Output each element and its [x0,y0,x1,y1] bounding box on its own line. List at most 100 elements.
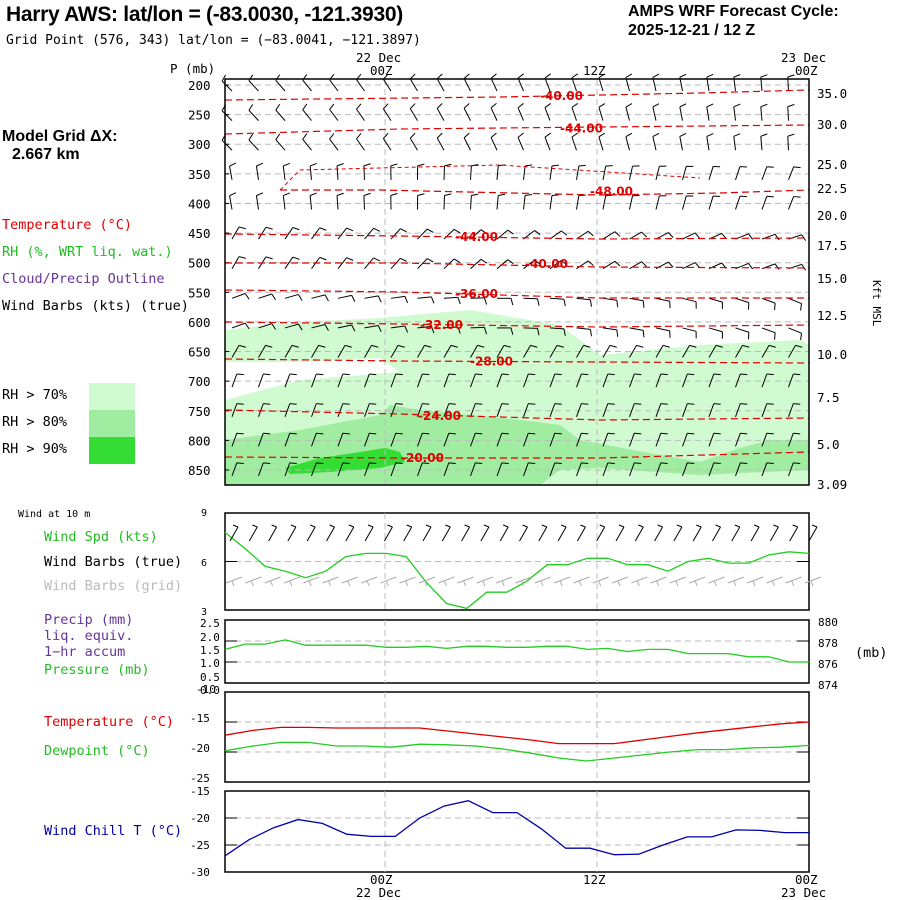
wind-barb-flag [634,432,642,435]
wind-barb-staff [311,227,321,240]
wind-barb-flag [263,403,271,405]
wind-barb [679,132,687,151]
wind-barb [258,226,273,240]
wind-barb-staff [337,433,344,447]
wind-barb-flag [404,325,409,333]
wind-barb [490,132,498,151]
wind-barb-staff [629,403,635,417]
wind-barb [463,132,471,151]
pressure-tick-label: 874 [818,679,838,692]
wind-barb-flag [687,403,695,405]
wind-barb-staff [443,296,459,299]
wind-barb-staff [760,136,763,151]
wind-barb [364,462,377,477]
wind-barb [733,133,741,151]
wind-barb [255,162,264,180]
wind-barb [760,74,768,92]
wind-barb-flag [528,432,536,435]
wind-barb-staff [363,195,365,210]
wind-barb-staff [629,433,635,447]
wind-barb-staff [417,433,423,447]
wind-barb [470,297,488,305]
wind-barb-staff [602,166,607,180]
wind-barb [576,373,589,388]
wind-barb [282,192,290,210]
grid-wind-barb [515,576,532,587]
grid-wind-barb-flag [231,580,235,587]
grid-wind-barb [804,576,822,587]
wind-barb-flag [448,432,456,435]
surface-wind-barb [461,524,471,542]
wind-barb [652,132,660,151]
wind-barb [523,297,540,306]
wind-barb [248,104,259,121]
wind-barb-staff [463,137,471,151]
surface-wind-barb-flag [252,524,258,528]
wind-barb-flag [768,344,776,348]
grid-wind-barb-staff [631,576,648,584]
legend-precip-liq: liq. equiv. [44,628,134,644]
wind-barb-flag [490,103,497,109]
temperature-contour-label: -44.00 [455,230,498,244]
wind-barb-flag [589,329,593,337]
wind-barb-flag [534,259,541,265]
wind-barb-staff [221,139,233,151]
wind-barb [625,103,633,121]
grid-wind-barb-staff [360,576,378,584]
wind-barb-flag [373,227,381,232]
wind-barb-staff [549,260,562,270]
wind-barb-flag [409,132,416,139]
wind-barb-flag [318,344,326,348]
surface-wind-barb [306,524,316,542]
wind-barb-staff [598,77,604,92]
wind-barb [443,193,452,210]
temperature-contour-label: -24.00 [418,409,461,423]
wind-barb-flag [578,194,586,197]
wind-barb-staff [625,106,630,121]
wind-barb [470,344,485,358]
grid-wind-barb-flag [289,580,293,587]
legend-wind-spd: Wind Spd (kts) [44,529,158,545]
wind-barb-flag [336,192,344,196]
wind-barb [788,344,803,358]
wind-barb-flag [748,263,754,270]
wind-barb-flag [534,230,541,236]
wind-barb [417,432,430,447]
wind-barb-staff [231,322,246,329]
wind-barb [409,73,418,92]
wind-barb-staff [255,165,259,180]
wind-barb-staff [382,108,392,121]
kft-tick-label: 30.0 [817,117,847,132]
wind-barb-staff [523,373,529,388]
wind-barb [576,462,589,477]
wind-barb [602,327,619,337]
bottom-date-1: 22 Dec [356,885,402,900]
wind-barb-flag [346,227,354,232]
temperature-contour-label: -40.00 [525,257,568,271]
wind-barb-flag [256,192,264,197]
wind-barb [655,327,671,338]
wind-barb [760,133,768,151]
wind-barb [523,344,538,358]
legend-precip-accum: 1−hr accum [44,644,126,660]
wind-barb-flag [740,403,748,405]
wind-barb-staff [708,195,714,210]
wind-barb-staff [496,259,509,270]
wind-barb-staff [708,327,723,333]
surface-wind-barb-staff [306,526,316,542]
surface-wind-barb-staff [615,526,625,542]
wind-barb-staff [248,139,259,151]
wind-barb [602,432,615,447]
wind-barb-flag [634,373,642,376]
wind-barb [248,74,259,92]
wind-barb [655,432,668,447]
wind-barb-staff [655,462,662,477]
surface-wind-barb-staff [461,526,471,542]
wind-barb-flag [409,103,416,109]
wind-barb [761,233,780,241]
wind-barb-staff [787,136,789,151]
wind-barb-flag [679,132,687,137]
wind-barb-staff [231,373,238,388]
wind-barb-staff [470,403,476,417]
legend-dewpoint: Dewpoint (°C) [44,743,150,759]
